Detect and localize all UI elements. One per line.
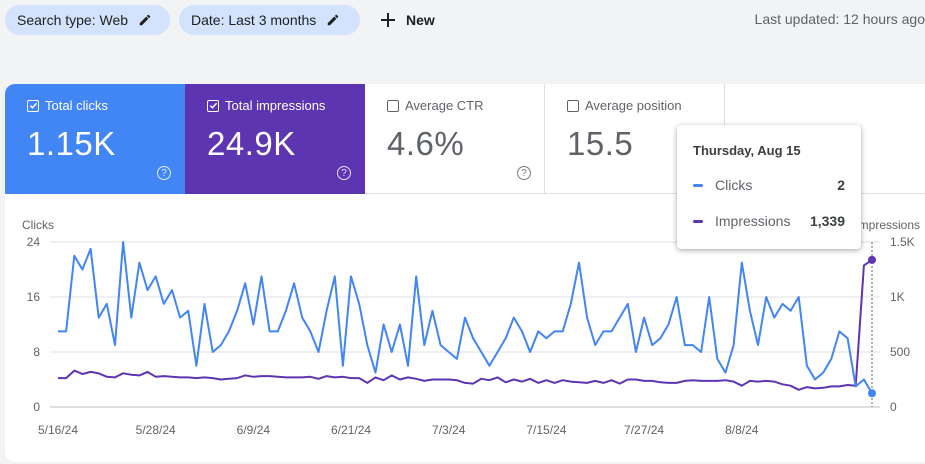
metric-average-ctr[interactable]: Average CTR 4.6% ?: [365, 84, 545, 194]
new-filter-button[interactable]: New: [370, 5, 445, 35]
impressions-swatch: [693, 219, 703, 223]
metric-label: Total impressions: [225, 98, 326, 113]
tooltip-value: 1,339: [809, 213, 845, 229]
metric-value: 1.15K: [27, 125, 116, 162]
help-icon[interactable]: ?: [517, 166, 531, 180]
last-updated-text: Last updated: 12 hours ago: [754, 11, 925, 27]
left-axis-tick-label: 0: [33, 400, 40, 414]
tooltip-date: Thursday, Aug 15: [693, 143, 801, 158]
tooltip-label: Impressions: [715, 213, 791, 229]
help-icon[interactable]: ?: [337, 166, 351, 180]
right-axis-tick-label: 1.5K: [890, 235, 915, 249]
metric-label: Average position: [585, 98, 682, 113]
right-axis-tick-label: 1K: [890, 290, 905, 304]
search-type-label: Search type: Web: [17, 12, 129, 28]
search-type-chip[interactable]: Search type: Web: [5, 5, 170, 35]
metric-total-impressions[interactable]: Total impressions 24.9K ?: [185, 84, 365, 194]
left-axis-tick-label: 24: [27, 235, 41, 249]
date-range-label: Date: Last 3 months: [191, 12, 317, 28]
help-icon[interactable]: ?: [157, 166, 171, 180]
metric-label: Average CTR: [405, 98, 484, 113]
right-axis-label: Impressions: [855, 218, 920, 232]
left-axis-tick-label: 8: [33, 345, 40, 359]
left-axis-tick-label: 16: [27, 290, 41, 304]
impressions-series-line: [58, 259, 873, 391]
checkbox-checked-icon[interactable]: [27, 99, 39, 112]
metric-label: Total clicks: [45, 98, 108, 113]
new-filter-label: New: [406, 12, 435, 28]
metric-total-clicks[interactable]: Total clicks 1.15K ?: [5, 84, 185, 194]
edit-pencil-icon: [328, 14, 339, 26]
chart-tooltip: Thursday, Aug 15 Clicks 2 Impressions 1,…: [677, 125, 861, 249]
metric-value: 4.6%: [387, 125, 465, 162]
metric-value: 15.5: [567, 125, 634, 162]
x-axis-tick-label: 6/21/24: [331, 423, 371, 437]
x-axis-tick-label: 5/16/24: [38, 423, 78, 437]
impressions-hover-point: [868, 255, 876, 264]
checkbox-checked-icon[interactable]: [207, 99, 219, 112]
checkbox-unchecked-icon[interactable]: [387, 99, 399, 112]
checkbox-unchecked-icon[interactable]: [567, 99, 579, 112]
tooltip-label: Clicks: [715, 177, 753, 193]
tooltip-value: 2: [837, 177, 845, 193]
x-axis-tick-label: 8/8/24: [725, 423, 759, 437]
tooltip-row-clicks: Clicks 2: [693, 177, 845, 193]
right-axis-tick-label: 0: [890, 400, 897, 414]
x-axis-tick-label: 7/15/24: [526, 423, 566, 437]
clicks-swatch: [693, 183, 703, 187]
x-axis-tick-label: 5/28/24: [136, 423, 176, 437]
clicks-hover-point: [868, 389, 876, 398]
left-axis-label: Clicks: [22, 218, 54, 232]
clicks-series-line: [58, 241, 873, 394]
performance-chart[interactable]: Clicks Impressions 0 8 16 24 0 500 1K 1.5K 5/1…: [0, 200, 925, 464]
x-axis-tick-label: 7/3/24: [432, 423, 466, 437]
edit-pencil-icon: [139, 14, 151, 26]
tooltip-row-impressions: Impressions 1,339: [693, 213, 845, 229]
metric-value: 24.9K: [207, 125, 296, 162]
x-axis-tick-label: 7/27/24: [624, 423, 664, 437]
x-axis-tick-label: 6/9/24: [237, 423, 271, 437]
date-range-chip[interactable]: Date: Last 3 months: [179, 5, 360, 35]
metric-average-position[interactable]: Average position 15.5: [545, 84, 725, 194]
plus-icon: [381, 13, 395, 27]
right-axis-tick-label: 500: [890, 345, 910, 359]
filter-bar: Search type: Web Date: Last 3 months New…: [0, 0, 925, 40]
